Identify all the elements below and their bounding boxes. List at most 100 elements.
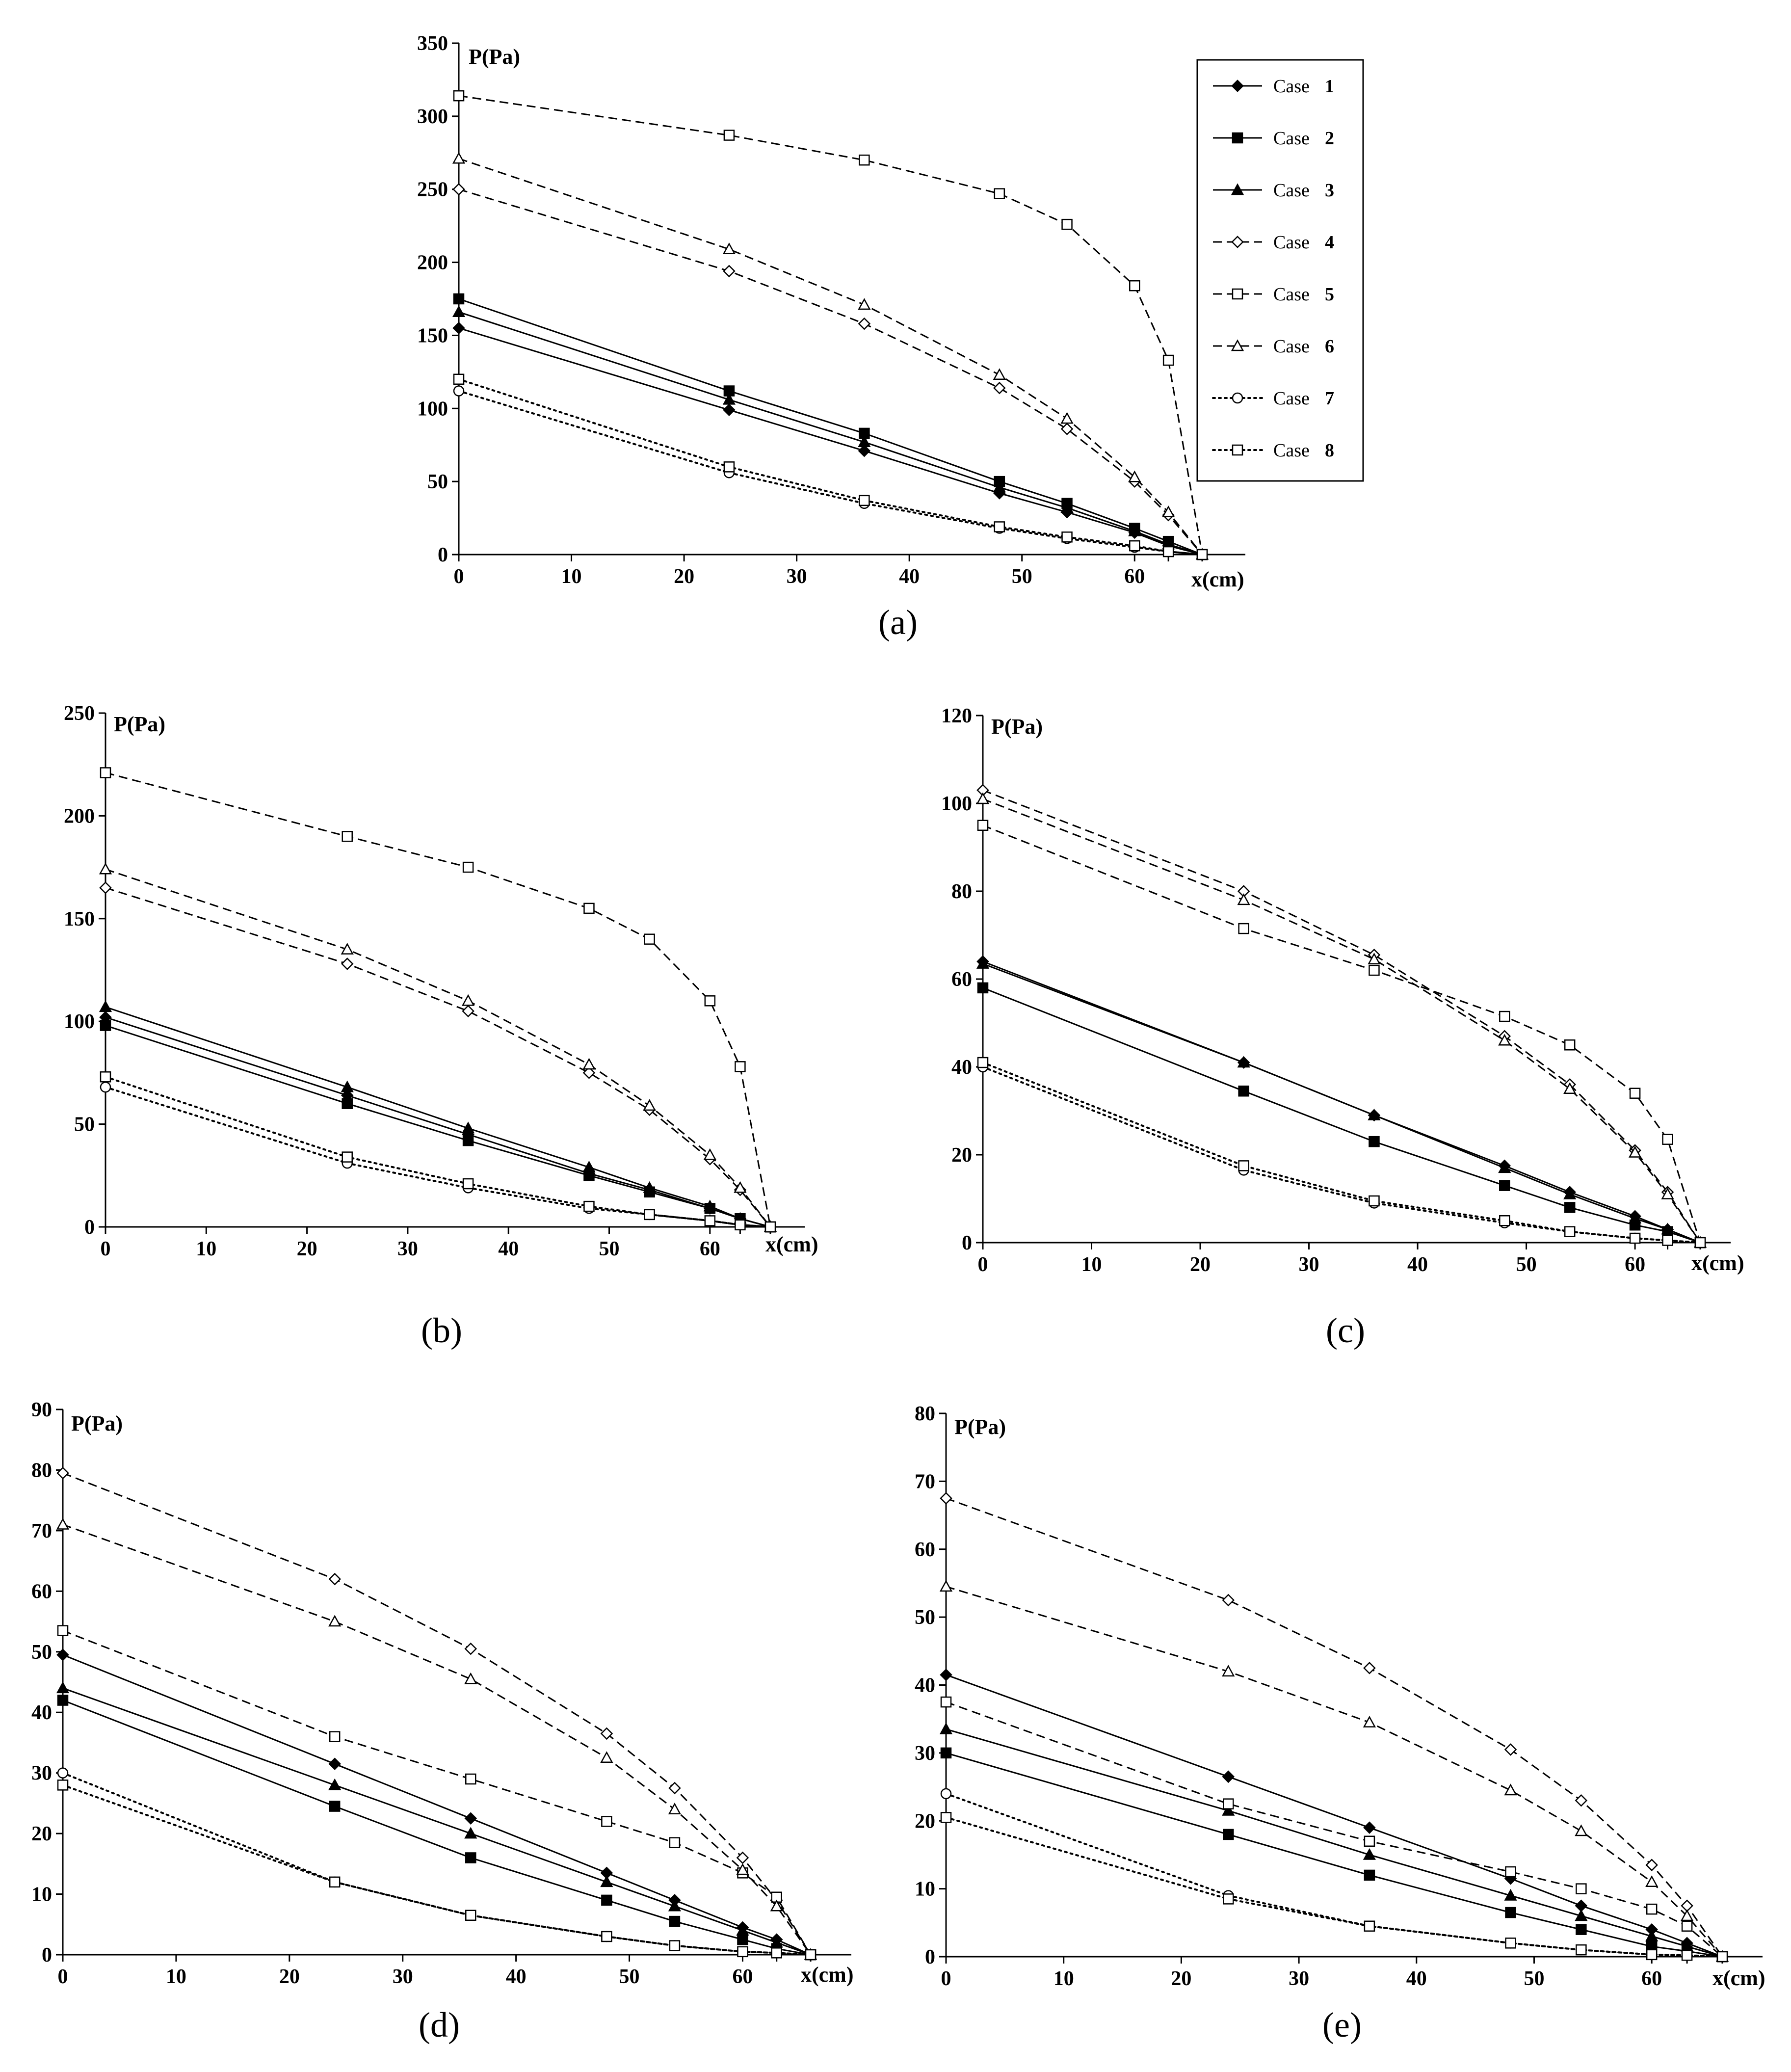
data-point	[1504, 1783, 1517, 1796]
series-case-8	[453, 373, 1208, 560]
series-case-6	[939, 1580, 1729, 1962]
data-point	[100, 1071, 111, 1083]
data-point	[582, 1066, 596, 1079]
data-point	[735, 1061, 746, 1072]
data-point	[704, 1215, 716, 1226]
x-axis-title: x(cm)	[765, 1232, 818, 1256]
y-tick-label: 80	[915, 1403, 935, 1425]
data-point	[1222, 1770, 1235, 1783]
data-point	[1196, 549, 1208, 560]
series-line	[458, 327, 1203, 556]
data-point	[723, 403, 736, 417]
data-point	[735, 1219, 746, 1231]
data-point	[940, 1668, 952, 1681]
y-tick-label: 40	[31, 1701, 52, 1724]
x-tick-label: 20	[1190, 1253, 1211, 1276]
data-point	[464, 1672, 477, 1684]
y-axis-title: P(Pa)	[71, 1411, 123, 1435]
series-case-8	[977, 1057, 1706, 1249]
x-tick-label: 0	[978, 1253, 988, 1276]
legend-marker	[1232, 288, 1243, 300]
data-point	[600, 1875, 613, 1887]
data-point	[1369, 1195, 1380, 1207]
data-point	[1060, 423, 1074, 435]
y-tick-label: 20	[951, 1144, 972, 1167]
data-point	[1694, 1237, 1706, 1249]
y-tick-label: 0	[438, 544, 448, 566]
data-point	[453, 385, 465, 397]
data-point	[99, 862, 112, 875]
series-line	[946, 1728, 1723, 1958]
data-point	[993, 368, 1006, 380]
data-point	[977, 1057, 989, 1068]
series-case-2	[57, 1695, 816, 1961]
y-tick-label: 90	[31, 1399, 52, 1421]
data-point	[1237, 1056, 1250, 1068]
series-case-7	[100, 1081, 776, 1233]
data-point	[703, 1199, 716, 1212]
data-point	[1129, 540, 1140, 552]
data-point	[1629, 1088, 1641, 1099]
data-point	[1504, 1743, 1517, 1756]
data-point	[1498, 1034, 1511, 1046]
data-point	[342, 831, 353, 842]
x-tick-label: 30	[1289, 1967, 1309, 1990]
data-point	[462, 861, 474, 873]
y-tick-label: 100	[417, 398, 448, 420]
x-tick-label: 30	[1299, 1253, 1319, 1276]
x-tick-label: 30	[787, 565, 807, 588]
y-tick-label: 10	[915, 1878, 935, 1901]
x-tick-label: 30	[393, 1966, 413, 1988]
data-point	[1576, 1924, 1587, 1935]
x-tick-label: 20	[1171, 1967, 1191, 1990]
data-point	[453, 373, 465, 385]
series-case-4	[99, 881, 777, 1233]
data-point	[940, 1492, 952, 1505]
legend-marker	[1232, 392, 1243, 404]
data-point	[668, 1781, 681, 1795]
data-point	[601, 1894, 612, 1906]
legend-number: 6	[1325, 336, 1334, 357]
x-tick-label: 10	[196, 1238, 216, 1260]
data-point	[723, 265, 736, 278]
data-point	[993, 381, 1006, 395]
data-point	[1661, 1187, 1674, 1199]
series-case-5	[940, 1696, 1728, 1963]
y-tick-label: 70	[915, 1470, 935, 1493]
data-point	[669, 1940, 681, 1951]
data-point	[736, 1924, 749, 1936]
x-tick-label: 40	[1407, 1253, 1428, 1276]
y-axis-title: P(Pa)	[469, 45, 520, 69]
data-point	[465, 1910, 476, 1921]
data-point	[1564, 1202, 1576, 1213]
x-tick-label: 50	[619, 1966, 640, 1988]
data-point	[1505, 1866, 1516, 1878]
legend-entry-case-8: Case 8	[1212, 440, 1334, 461]
series-case-2	[100, 1020, 776, 1233]
legend-entry-case-5: Case 5	[1213, 284, 1334, 305]
series-case-4	[56, 1466, 817, 1961]
series-line	[982, 798, 1701, 1243]
series-case-5	[57, 1625, 816, 1961]
series-line	[62, 1784, 812, 1956]
data-point	[994, 521, 1005, 532]
data-point	[669, 1915, 681, 1927]
data-point	[329, 1801, 341, 1812]
data-point	[57, 1780, 69, 1791]
data-point	[940, 1696, 952, 1708]
y-tick-label: 60	[951, 968, 972, 991]
series-case-1	[56, 1648, 817, 1961]
data-point	[1645, 1875, 1659, 1887]
data-point	[1661, 1222, 1674, 1235]
y-tick-label: 40	[915, 1674, 935, 1697]
series-case-3	[99, 1000, 777, 1232]
data-point	[1363, 1662, 1376, 1674]
series-case-5	[453, 90, 1208, 560]
x-tick-label: 10	[561, 565, 582, 588]
data-point	[453, 293, 465, 305]
legend-label: Case	[1273, 440, 1310, 461]
data-point	[977, 982, 989, 994]
y-tick-label: 200	[417, 252, 448, 274]
